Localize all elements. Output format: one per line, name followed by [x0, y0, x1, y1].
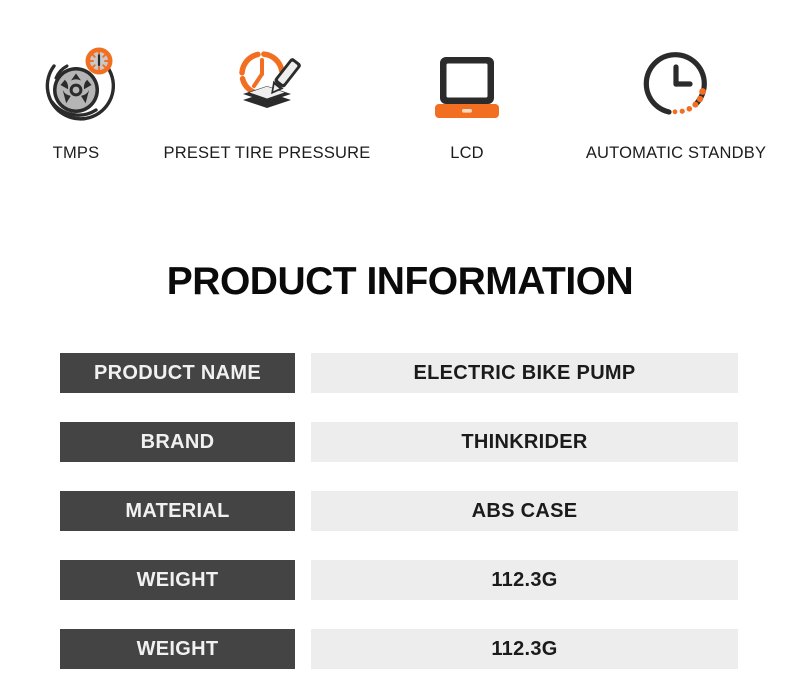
feature-preset-tire-pressure: PRESET TIRE PRESSURE — [152, 38, 382, 163]
table-row: PRODUCT NAME ELECTRIC BIKE PUMP — [60, 353, 738, 393]
spec-label: MATERIAL — [60, 491, 295, 531]
lcd-monitor-icon — [421, 38, 513, 130]
spec-value: ABS CASE — [311, 491, 738, 531]
spec-value: THINKRIDER — [311, 422, 738, 462]
spec-label: WEIGHT — [60, 629, 295, 669]
tire-pressure-sensor-icon — [30, 38, 122, 130]
table-row: WEIGHT 112.3G — [60, 629, 738, 669]
clock-pencil-layers-icon — [221, 38, 313, 130]
feature-strip: TMPS PRESET TIRE PR — [0, 38, 800, 163]
feature-label: PRESET TIRE PRESSURE — [163, 144, 371, 162]
spec-label: WEIGHT — [60, 560, 295, 600]
feature-label: AUTOMATIC STANDBY — [585, 144, 767, 162]
feature-automatic-standby: AUTOMATIC STANDBY — [552, 38, 800, 163]
feature-label: LCD — [450, 144, 484, 162]
feature-tmps: TMPS — [0, 38, 152, 163]
product-information-table: PRODUCT NAME ELECTRIC BIKE PUMP BRAND TH… — [60, 353, 738, 669]
spec-value: 112.3G — [311, 629, 738, 669]
table-row: WEIGHT 112.3G — [60, 560, 738, 600]
feature-lcd: LCD — [382, 38, 552, 163]
table-row: BRAND THINKRIDER — [60, 422, 738, 462]
spec-label: PRODUCT NAME — [60, 353, 295, 393]
spec-value: ELECTRIC BIKE PUMP — [311, 353, 738, 393]
page-title: PRODUCT INFORMATION — [166, 260, 634, 303]
spec-value: 112.3G — [311, 560, 738, 600]
spec-label: BRAND — [60, 422, 295, 462]
table-row: MATERIAL ABS CASE — [60, 491, 738, 531]
standby-clock-icon — [630, 38, 722, 130]
feature-label: TMPS — [52, 144, 100, 162]
